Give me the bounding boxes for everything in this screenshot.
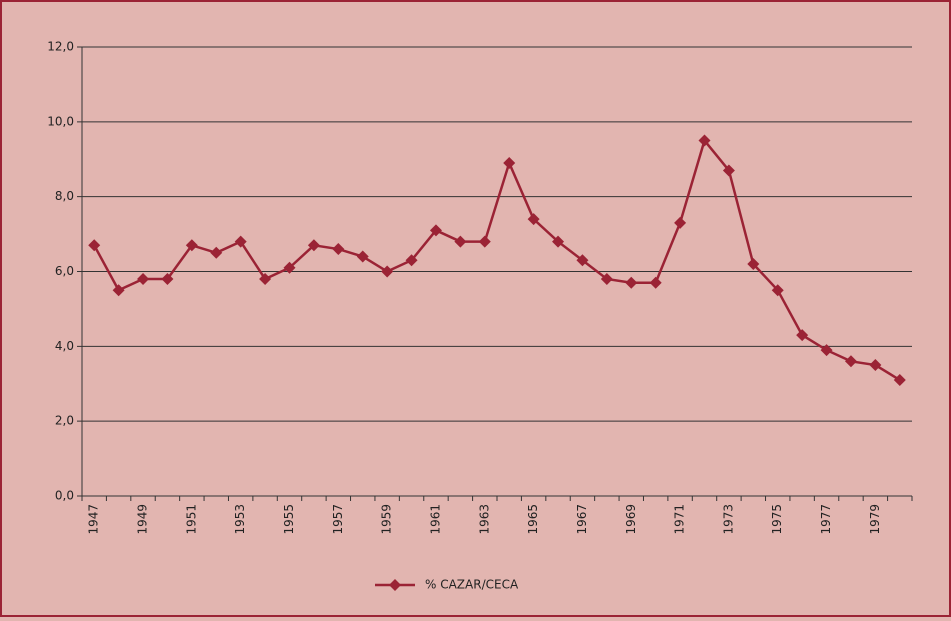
y-tick-label: 0,0: [55, 489, 74, 503]
x-tick-label: 1959: [380, 504, 394, 535]
x-tick-label: 1979: [868, 504, 882, 535]
data-point: [137, 272, 150, 285]
data-point: [503, 156, 516, 169]
y-tick-label: 10,0: [47, 114, 74, 128]
x-tick-label: 1957: [331, 504, 345, 535]
data-point: [210, 246, 223, 259]
data-point: [234, 235, 247, 248]
data-point: [454, 235, 467, 248]
data-point: [307, 239, 320, 252]
data-point: [820, 344, 833, 357]
x-tick-label: 1977: [819, 504, 833, 535]
data-point: [576, 254, 589, 267]
data-point: [478, 235, 491, 248]
y-tick-label: 2,0: [55, 414, 74, 428]
data-point: [88, 239, 101, 252]
data-point: [356, 250, 369, 263]
data-point: [869, 359, 882, 372]
data-point: [405, 254, 418, 267]
x-tick-label: 1971: [673, 504, 687, 535]
x-tick-label: 1949: [136, 504, 150, 535]
data-point: [283, 261, 296, 274]
data-point: [381, 265, 394, 278]
data-point: [674, 216, 687, 229]
data-point: [112, 284, 125, 297]
data-point: [844, 355, 857, 368]
x-tick-label: 1975: [770, 504, 784, 535]
data-point: [332, 243, 345, 256]
data-point: [722, 164, 735, 177]
legend-label: % CAZAR/CECA: [425, 578, 519, 592]
legend-marker: [389, 579, 401, 591]
data-point: [796, 329, 809, 342]
data-point: [552, 235, 565, 248]
data-point: [649, 276, 662, 289]
x-tick-label: 1951: [184, 504, 198, 535]
x-tick-label: 1973: [721, 504, 735, 535]
x-tick-label: 1963: [477, 504, 491, 535]
data-point: [429, 224, 442, 237]
data-point: [747, 258, 760, 271]
data-point: [893, 374, 906, 387]
data-point: [161, 272, 174, 285]
data-point: [771, 284, 784, 297]
x-tick-label: 1965: [526, 504, 540, 535]
x-tick-label: 1961: [428, 504, 442, 535]
data-point: [185, 239, 198, 252]
data-point: [625, 276, 638, 289]
y-tick-label: 6,0: [55, 264, 74, 278]
y-tick-label: 4,0: [55, 339, 74, 353]
y-tick-label: 12,0: [47, 40, 74, 54]
data-point: [600, 272, 613, 285]
series-line: [93, 137, 901, 382]
y-tick-label: 8,0: [55, 189, 74, 203]
x-tick-label: 1969: [624, 504, 638, 535]
x-tick-label: 1955: [282, 504, 296, 535]
data-point: [527, 213, 540, 226]
x-tick-label: 1953: [233, 504, 247, 535]
data-point: [698, 134, 711, 147]
x-tick-label: 1947: [87, 504, 101, 535]
x-tick-label: 1967: [575, 504, 589, 535]
data-point: [259, 272, 272, 285]
